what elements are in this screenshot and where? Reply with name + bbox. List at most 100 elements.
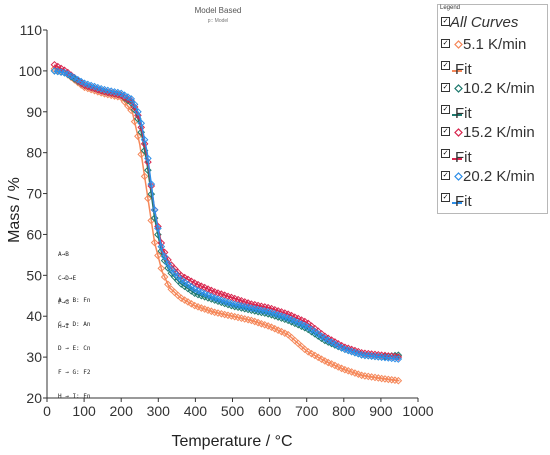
legend-label: Fit [455,149,472,166]
y-tick-label: 110 [20,22,43,38]
y-axis-label: Mass / % [6,177,23,243]
data-point [394,376,403,385]
data-point [63,70,72,78]
data-point [204,291,212,300]
data-point [277,312,286,320]
reaction-label: H → I: Fn [58,393,91,400]
data-point [337,343,346,352]
legend-checkbox[interactable]: ✓ [441,61,450,70]
y-tick-label: 70 [26,186,42,202]
y-axis-ticks: 20 30 40 50 60 70 80 90 100 110 [19,22,47,406]
x-tick-label: 100 [72,403,96,419]
legend-entry[interactable]: ✓ Fit [441,102,545,122]
legend-entry[interactable]: ✓ 5.1 K/min [441,36,545,56]
data-point [204,285,212,293]
legend-entry[interactable]: ✓ 10.2 K/min [441,80,545,100]
data-point [207,292,216,301]
data-point [137,150,146,159]
data-point [260,321,269,329]
data-point [321,357,329,365]
legend-checkbox[interactable]: ✓ [441,105,450,114]
chart-title: Model Based [195,6,242,15]
data-point [281,313,289,321]
legend-label: Fit [455,105,472,122]
legend-panel: Legend ✓ All Curves ✓ 5.1 K/min ✓ Fit ✓ 10.2 K/… [437,4,548,214]
data-point [150,238,159,247]
legend-checkbox[interactable]: ✓ [441,171,450,180]
data-point [311,351,319,360]
data-point [331,361,339,370]
data-point [154,222,162,231]
x-axis-label: Temperature / °C [171,433,292,450]
y-tick-label: 30 [26,349,42,365]
data-point [200,289,209,298]
data-point [347,368,356,376]
series-3 [50,67,403,363]
legend-entry[interactable]: ✓ Fit [441,58,545,78]
legend-entry[interactable]: ✓ Fit [441,146,545,166]
data-point [80,79,89,88]
step-label: C→D→E [58,275,77,282]
data-point [187,299,196,308]
legend-checkbox[interactable]: ✓ [441,83,450,92]
data-point [190,301,199,310]
data-point [247,316,256,325]
legend-label: 5.1 K/min [463,36,527,53]
legend-marker-icon [454,128,463,137]
data-point [274,311,282,319]
data-point [290,317,299,326]
data-point [257,319,266,328]
legend-entry[interactable]: ✓ 15.2 K/min [441,124,545,144]
x-tick-label: 200 [110,403,134,419]
data-point [344,366,353,375]
data-point [321,334,329,343]
data-point [194,303,202,311]
legend-entry[interactable]: ✓ Fit [441,190,545,210]
data-point [144,194,152,203]
plot-frame [46,30,418,399]
reaction-annotations: A → B: Fn C → D: An D → E: Cn F → G: F2 … [58,281,91,409]
data-point [210,294,219,302]
data-point [150,206,159,214]
legend-checkbox[interactable]: ✓ [441,39,450,48]
data-point [324,336,332,345]
data-point [341,365,349,374]
data-point [84,80,92,89]
legend-checkbox[interactable]: ✓ [441,127,450,136]
legend-entry[interactable]: ✓ All Curves [441,14,545,34]
data-point [134,132,142,141]
data-point [200,283,209,292]
data-point [227,293,236,302]
data-point [217,290,226,298]
legend-title: Legend [440,5,461,11]
step-annotations: A→B C→D→E F→G H→I [58,235,76,339]
legend-label: 15.2 K/min [463,124,535,141]
data-point [160,252,169,261]
data-point [94,83,102,92]
legend-checkbox[interactable]: ✓ [441,193,450,202]
data-point [341,345,349,354]
data-point [271,310,279,318]
data-point [73,75,82,84]
data-point [270,324,279,333]
legend-entry[interactable]: ✓ 20.2 K/min [441,168,545,188]
data-point [197,304,206,312]
data-point [207,286,216,295]
x-tick-label: 0 [43,403,51,419]
data-point [307,325,316,334]
series-0 [50,65,403,385]
data-point [170,269,179,277]
data-point [190,285,199,293]
data-point [157,264,166,273]
legend-checkbox[interactable]: ✓ [441,149,450,158]
legend-checkbox[interactable]: ✓ [441,17,450,26]
y-tick-label: 100 [19,63,43,79]
data-point [217,296,226,305]
data-point [67,72,75,80]
x-tick-label: 800 [332,403,356,419]
data-point [60,68,69,77]
data-point [327,338,336,346]
reaction-label: F → G: F2 [58,369,91,376]
data-point [240,298,249,306]
